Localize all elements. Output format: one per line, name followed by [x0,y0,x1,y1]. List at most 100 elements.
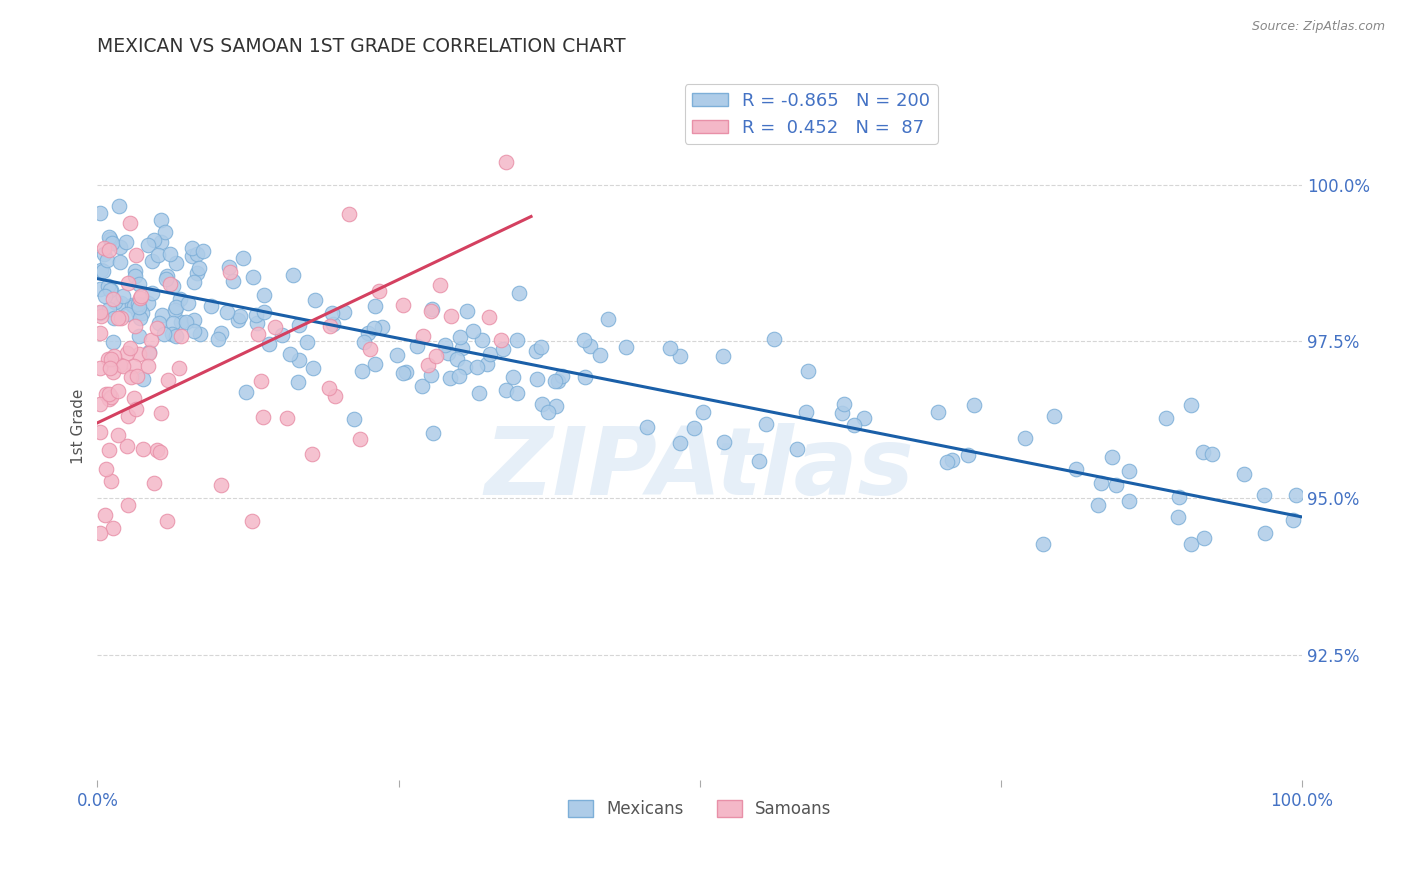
Point [246,326,269,341]
Point [364,299,387,313]
Point [136,238,159,252]
Point [108,358,131,372]
Point [364,357,387,371]
Point [1180,398,1202,412]
Point [1180,536,1202,550]
Point [692,404,714,418]
Point [150,213,173,227]
Point [108,255,131,269]
Point [165,300,187,314]
Point [128,328,150,343]
Point [506,333,529,347]
Point [589,348,612,362]
Point [253,304,276,318]
Point [543,374,565,388]
Point [110,310,132,325]
Point [479,347,502,361]
Point [352,364,374,378]
Point [240,514,263,528]
Point [90,263,112,277]
Point [218,260,240,274]
Point [139,333,162,347]
Point [112,289,135,303]
Point [218,265,240,279]
Point [1105,478,1128,492]
Point [94,462,117,476]
Point [120,369,142,384]
Point [159,277,181,291]
Point [325,389,347,403]
Point [132,372,155,386]
Point [471,333,494,347]
Point [797,363,820,377]
Point [94,387,117,401]
Point [420,304,443,318]
Point [183,275,205,289]
Point [188,327,211,342]
Point [187,260,209,275]
Point [121,298,143,312]
Point [526,372,548,386]
Point [165,329,187,343]
Point [124,319,146,334]
Point [93,241,115,255]
Point [1282,513,1305,527]
Point [461,324,484,338]
Point [156,514,179,528]
Point [141,253,163,268]
Point [124,268,146,283]
Point [253,288,276,302]
Point [579,339,602,353]
Point [90,309,112,323]
Point [155,225,177,239]
Point [1253,488,1275,502]
Point [97,244,120,258]
Point [97,386,120,401]
Point [502,370,524,384]
Point [222,274,245,288]
Point [439,371,461,385]
Point [1032,537,1054,551]
Point [97,279,120,293]
Point [546,399,568,413]
Point [127,296,149,310]
Point [406,339,429,353]
Point [353,334,375,349]
Point [711,349,734,363]
Point [131,442,153,456]
Point [107,384,129,398]
Point [434,338,457,352]
Point [103,311,125,326]
Point [342,412,364,426]
Point [450,342,472,356]
Point [207,333,229,347]
Point [301,361,323,376]
Point [669,349,692,363]
Point [395,365,418,379]
Point [136,296,159,310]
Point [446,352,468,367]
Point [927,405,949,419]
Point [159,246,181,260]
Point [832,397,855,411]
Point [1168,490,1191,504]
Point [131,306,153,320]
Point [101,334,124,349]
Point [156,269,179,284]
Point [107,311,129,326]
Point [574,370,596,384]
Point [89,326,111,340]
Point [163,303,186,318]
Point [89,306,111,320]
Point [478,310,501,324]
Point [491,333,513,347]
Point [183,324,205,338]
Point [89,425,111,439]
Point [101,235,124,250]
Point [319,319,342,334]
Point [155,271,177,285]
Point [713,435,735,450]
Point [264,320,287,334]
Point [107,199,129,213]
Point [391,297,413,311]
